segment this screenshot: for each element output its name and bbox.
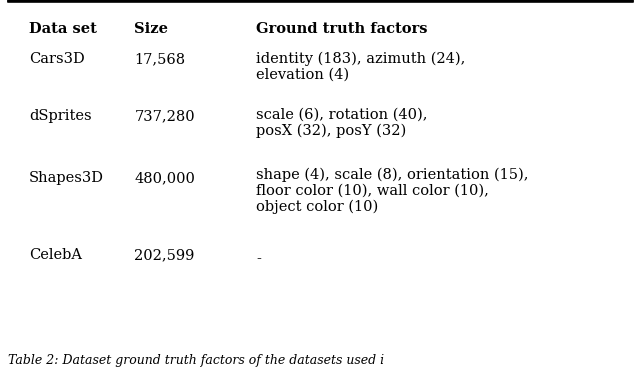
Text: shape (4), scale (8), orientation (15),: shape (4), scale (8), orientation (15), <box>256 168 529 182</box>
Text: Ground truth factors: Ground truth factors <box>256 22 428 36</box>
Text: object color (10): object color (10) <box>256 200 378 214</box>
Text: 202,599: 202,599 <box>134 248 195 262</box>
Text: scale (6), rotation (40),: scale (6), rotation (40), <box>256 108 428 122</box>
Text: 480,000: 480,000 <box>134 171 195 185</box>
Text: identity (183), azimuth (24),: identity (183), azimuth (24), <box>256 52 465 66</box>
Text: Size: Size <box>134 22 168 36</box>
Text: Table 2: Dataset ground truth factors of the datasets used i: Table 2: Dataset ground truth factors of… <box>8 354 384 367</box>
Text: Data set: Data set <box>29 22 97 36</box>
Text: Shapes3D: Shapes3D <box>29 171 104 185</box>
Text: dSprites: dSprites <box>29 109 92 123</box>
Text: 737,280: 737,280 <box>134 109 195 123</box>
Text: -: - <box>256 252 261 266</box>
Text: Cars3D: Cars3D <box>29 52 84 66</box>
Text: floor color (10), wall color (10),: floor color (10), wall color (10), <box>256 184 489 198</box>
Text: CelebA: CelebA <box>29 248 82 262</box>
Text: elevation (4): elevation (4) <box>256 68 349 82</box>
Text: posX (32), posY (32): posX (32), posY (32) <box>256 124 406 138</box>
Text: 17,568: 17,568 <box>134 52 186 66</box>
